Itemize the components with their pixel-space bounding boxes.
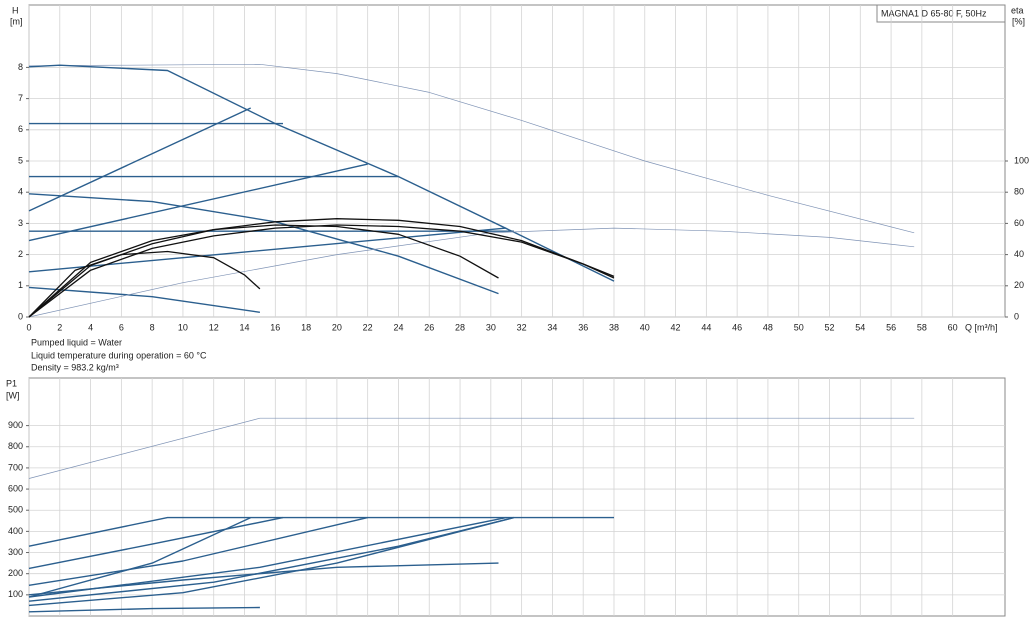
curve bbox=[28, 516, 368, 586]
x-tick-label: 24 bbox=[393, 322, 403, 332]
x-tick-label: 20 bbox=[332, 322, 342, 332]
curve bbox=[28, 516, 515, 607]
x-tick-label: 4 bbox=[88, 322, 93, 332]
curve bbox=[28, 107, 251, 212]
x-tick-label: 44 bbox=[701, 322, 711, 332]
y2-label: eta bbox=[1011, 5, 1024, 15]
y2-tick-label: 20 bbox=[1014, 280, 1024, 290]
curve bbox=[28, 193, 499, 295]
curve bbox=[28, 516, 614, 547]
x-tick-label: 26 bbox=[424, 322, 434, 332]
y-tick-label: 400 bbox=[8, 526, 23, 536]
x-tick-label: 42 bbox=[671, 322, 681, 332]
title-box bbox=[876, 4, 1006, 23]
y2-tick-label: 60 bbox=[1014, 218, 1024, 228]
curve bbox=[28, 606, 260, 613]
curve bbox=[28, 224, 615, 318]
note: Density = 983.2 kg/m³ bbox=[31, 362, 119, 372]
note: Liquid temperature during operation = 60… bbox=[31, 350, 207, 360]
y-tick-label: 500 bbox=[8, 505, 23, 515]
x-tick-label: 22 bbox=[363, 322, 373, 332]
curve bbox=[28, 63, 915, 234]
y-label: P1 bbox=[6, 378, 17, 388]
marks bbox=[28, 63, 915, 613]
curve bbox=[28, 218, 615, 318]
x-tick-label: 38 bbox=[609, 322, 619, 332]
y-tick-label: 6 bbox=[18, 124, 23, 134]
x-tick-label: 36 bbox=[578, 322, 588, 332]
y-label: [W] bbox=[6, 390, 20, 400]
x-tick-label: 56 bbox=[886, 322, 896, 332]
curve bbox=[28, 250, 261, 318]
x-tick-label: 46 bbox=[732, 322, 742, 332]
x-tick-label: 60 bbox=[948, 322, 958, 332]
x-tick-label: 28 bbox=[455, 322, 465, 332]
y-tick-label: 4 bbox=[18, 187, 23, 197]
x-tick-label: 34 bbox=[547, 322, 557, 332]
y-tick-label: 600 bbox=[8, 483, 23, 493]
curve bbox=[28, 562, 499, 596]
curve bbox=[28, 64, 615, 282]
curve bbox=[28, 224, 499, 318]
x-tick-label: 40 bbox=[640, 322, 650, 332]
x-tick-label: 54 bbox=[855, 322, 865, 332]
y-tick-label: 800 bbox=[8, 441, 23, 451]
y-tick-label: 3 bbox=[18, 218, 23, 228]
curve bbox=[28, 516, 284, 570]
curve bbox=[28, 286, 261, 313]
x-tick-label: 8 bbox=[150, 322, 155, 332]
y-tick-label: 7 bbox=[18, 93, 23, 103]
y2-tick-label: 80 bbox=[1014, 187, 1024, 197]
curve bbox=[28, 516, 507, 598]
y2-tick-label: 0 bbox=[1014, 311, 1019, 321]
x-tick-label: 0 bbox=[26, 322, 31, 332]
y-tick-label: 100 bbox=[8, 589, 23, 599]
x-tick-label: 10 bbox=[178, 322, 188, 332]
y-tick-label: 300 bbox=[8, 547, 23, 557]
x-label: Q [m³/h] bbox=[965, 322, 998, 332]
y-tick-label: 1 bbox=[18, 280, 23, 290]
y-label: [m] bbox=[10, 16, 23, 26]
y2-tick-label: 40 bbox=[1014, 249, 1024, 259]
curve bbox=[28, 227, 507, 273]
note: Pumped liquid = Water bbox=[31, 337, 122, 347]
curve bbox=[28, 227, 915, 318]
y-tick-label: 5 bbox=[18, 155, 23, 165]
x-tick-label: 58 bbox=[917, 322, 927, 332]
x-tick-label: 50 bbox=[794, 322, 804, 332]
x-tick-label: 52 bbox=[824, 322, 834, 332]
x-tick-label: 48 bbox=[763, 322, 773, 332]
y-tick-label: 900 bbox=[8, 420, 23, 430]
x-tick-label: 14 bbox=[240, 322, 250, 332]
y-label: H bbox=[12, 5, 19, 15]
y-tick-label: 700 bbox=[8, 462, 23, 472]
x-tick-label: 16 bbox=[270, 322, 280, 332]
x-tick-label: 18 bbox=[301, 322, 311, 332]
curve bbox=[28, 163, 368, 242]
y-tick-label: 8 bbox=[18, 62, 23, 72]
curve bbox=[28, 417, 915, 479]
y2-label: [%] bbox=[1012, 16, 1025, 26]
x-tick-label: 2 bbox=[57, 322, 62, 332]
y2-tick-label: 100 bbox=[1014, 155, 1029, 165]
x-tick-label: 6 bbox=[119, 322, 124, 332]
y-tick-label: 200 bbox=[8, 568, 23, 578]
grid bbox=[28, 5, 1005, 616]
y-tick-label: 0 bbox=[18, 311, 23, 321]
x-tick-label: 32 bbox=[517, 322, 527, 332]
curve bbox=[28, 516, 251, 598]
x-tick-label: 12 bbox=[209, 322, 219, 332]
chart-title: MAGNA1 D 65-80 F, 50Hz bbox=[881, 8, 987, 18]
y-tick-label: 2 bbox=[18, 249, 23, 259]
x-tick-label: 30 bbox=[486, 322, 496, 332]
